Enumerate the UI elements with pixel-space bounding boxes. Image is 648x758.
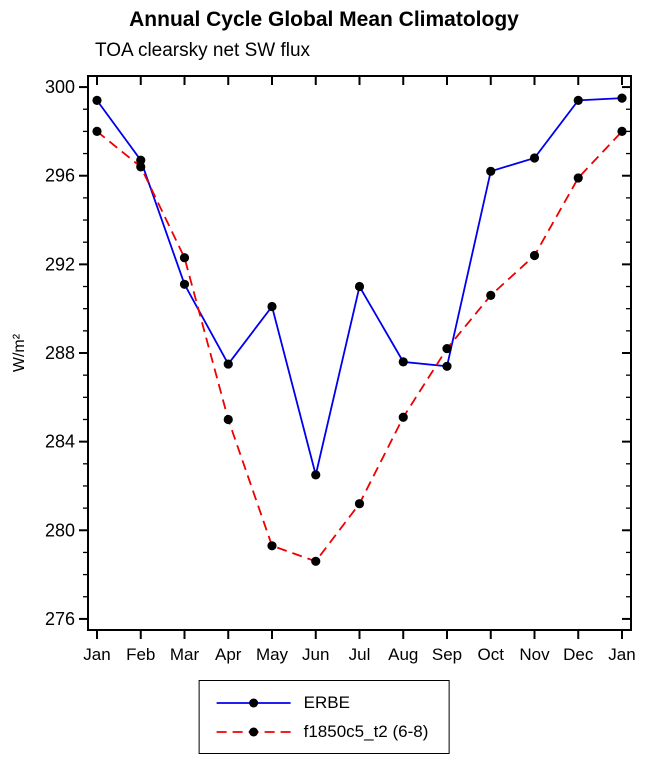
plot-border — [87, 75, 632, 631]
legend-marker-icon — [249, 727, 259, 736]
svg-text:Jul: Jul — [349, 645, 371, 664]
series-markers-0 — [92, 93, 627, 480]
legend-label-model: f1850c5_t2 (6-8) — [303, 721, 429, 741]
legend-item-erbe: ERBE — [214, 688, 429, 717]
legend-item-model: f1850c5_t2 (6-8) — [214, 717, 429, 746]
legend-swatch-model — [216, 727, 291, 736]
svg-text:296: 296 — [45, 166, 75, 186]
svg-text:Dec: Dec — [563, 645, 594, 664]
svg-text:292: 292 — [45, 254, 75, 274]
series-markers-1 — [92, 126, 627, 566]
svg-text:May: May — [256, 645, 289, 664]
svg-text:Mar: Mar — [170, 645, 200, 664]
y-axis-label: W/m² — [11, 333, 28, 372]
svg-text:284: 284 — [45, 432, 75, 452]
x-axis-ticks: Jan Feb Mar Apr May Jun Jul Aug Sep Oct Nov Dec Jan — [83, 76, 636, 664]
legend-swatch-erbe — [216, 698, 291, 707]
legend: ERBE f1850c5_t2 (6-8) — [198, 680, 450, 754]
svg-text:280: 280 — [45, 520, 75, 540]
chart-subtitle: TOA clearsky net SW flux — [95, 40, 311, 61]
svg-text:Aug: Aug — [388, 645, 418, 664]
svg-text:288: 288 — [45, 343, 75, 363]
y-axis-ticks: 276 280 284 288 292 296 300 — [45, 77, 631, 629]
svg-text:Feb: Feb — [126, 645, 155, 664]
chart-title: Annual Cycle Global Mean Climatology — [129, 8, 519, 31]
svg-text:Jan: Jan — [608, 645, 635, 664]
series-line-1 — [96, 130, 623, 563]
svg-text:Oct: Oct — [478, 645, 505, 664]
svg-text:Jan: Jan — [83, 645, 110, 664]
svg-text:Sep: Sep — [432, 645, 462, 664]
svg-text:Nov: Nov — [519, 645, 550, 664]
svg-text:276: 276 — [45, 609, 75, 629]
legend-marker-icon — [249, 698, 259, 707]
legend-label-erbe: ERBE — [303, 692, 350, 712]
svg-text:Jun: Jun — [302, 645, 329, 664]
svg-text:Apr: Apr — [215, 645, 242, 664]
svg-text:300: 300 — [45, 77, 75, 97]
